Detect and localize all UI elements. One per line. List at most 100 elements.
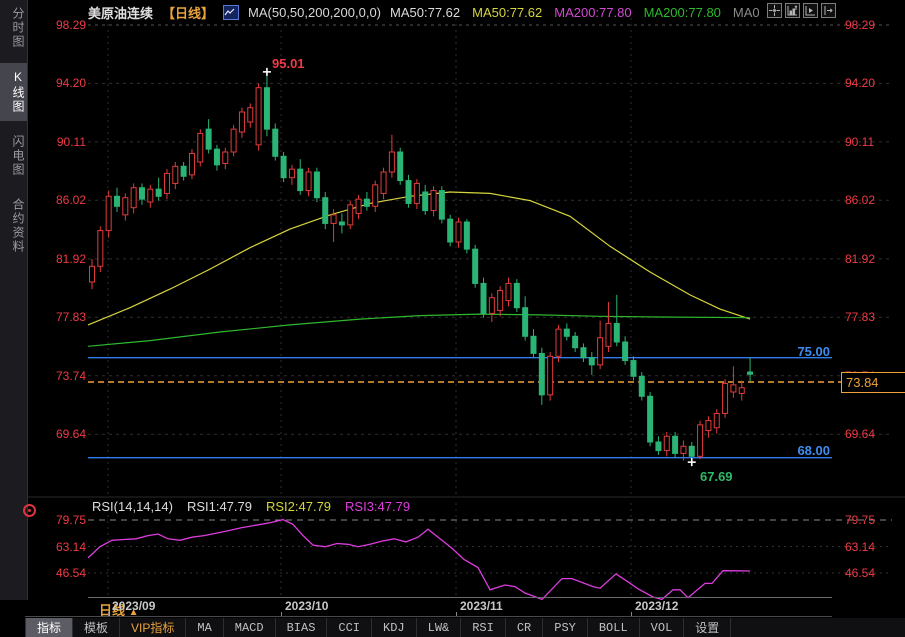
last-price-box: 73.84	[841, 372, 905, 393]
candle	[597, 337, 604, 366]
tab-设置[interactable]: 设置	[684, 618, 732, 637]
sidebar-item-view[interactable]: 闪电图	[11, 135, 25, 177]
period-selector[interactable]: 日线 ▲	[99, 600, 139, 619]
tab-cci[interactable]: CCI	[327, 618, 373, 637]
tab-kdj[interactable]: KDJ	[372, 618, 417, 637]
tab-macd[interactable]: MACD	[224, 618, 276, 637]
candle	[355, 198, 362, 214]
rsi-tick-label: 63.14	[55, 539, 86, 554]
tab-rsi[interactable]: RSI	[461, 618, 506, 637]
price-tick-label: 86.02	[845, 193, 876, 208]
candle	[388, 151, 395, 173]
candle	[622, 341, 629, 362]
price-tick-label: 81.92	[845, 251, 876, 266]
rsi-title: RSI(14,14,14)	[92, 499, 173, 514]
ma-values: MA50:77.62 MA50:77.62 MA200:77.80 MA200:77.…	[390, 5, 760, 20]
axis-separator-top	[88, 597, 832, 598]
tab-ma[interactable]: MA	[186, 618, 224, 637]
candle	[180, 165, 187, 177]
resistance-line-label: 75.00	[797, 344, 830, 359]
candle	[530, 335, 537, 354]
candle	[272, 128, 279, 157]
candle	[447, 218, 454, 243]
candle	[297, 168, 304, 192]
rsi-tick-label: 46.54	[845, 565, 876, 580]
period-selector-label: 日线	[99, 603, 126, 618]
price-tick-label: 86.02	[55, 193, 86, 208]
axis-tick	[631, 612, 632, 617]
indicator-tabbar: 指标 模板 VIP指标 MA MACD BIAS CCI KDJ LW& RSI CR PSY BOLL…	[25, 618, 905, 637]
sidebar-item-view[interactable]: 合约资料	[11, 198, 25, 254]
shift-right-icon[interactable]	[821, 3, 836, 18]
candle	[488, 297, 495, 314]
rsi3-value: RSI3:47.79	[345, 499, 411, 514]
candle	[330, 214, 337, 224]
candle	[322, 197, 329, 224]
chevron-up-icon: ▲	[128, 607, 139, 618]
candle	[738, 387, 745, 394]
crosshair-icon[interactable]	[767, 3, 782, 18]
tab-psy[interactable]: PSY	[543, 618, 588, 637]
candle	[113, 195, 120, 207]
candle	[613, 322, 620, 343]
candle	[697, 424, 704, 457]
candle	[588, 357, 595, 366]
axis-scale-icon[interactable]	[785, 3, 800, 18]
candle	[672, 435, 679, 454]
tab-boll[interactable]: BOLL	[588, 618, 640, 637]
candle	[713, 412, 720, 429]
candle	[413, 182, 420, 204]
candle	[680, 445, 687, 454]
rsi-tick-label: 79.75	[55, 513, 86, 527]
candle	[155, 188, 162, 197]
price-tick-label: 94.20	[55, 76, 86, 91]
ma-value-label: MA0	[732, 4, 760, 20]
candle	[255, 87, 262, 146]
candle	[372, 184, 379, 207]
price-tick-label: 94.20	[845, 76, 876, 91]
candle	[663, 435, 670, 452]
candle	[505, 282, 512, 302]
tab-bias[interactable]: BIAS	[276, 618, 328, 637]
tab-vip指标[interactable]: VIP指标	[120, 618, 187, 637]
month-label: 2023/10	[285, 599, 329, 613]
tab-模板[interactable]: 模板	[73, 618, 121, 637]
month-label: 2023/11	[460, 599, 503, 613]
period-tag: 【日线】	[162, 5, 215, 21]
candle	[205, 128, 212, 150]
candle	[97, 230, 104, 267]
tab-lw&[interactable]: LW&	[417, 618, 462, 637]
indicator-settings-icon[interactable]	[23, 504, 36, 517]
axis-separator-bottom	[25, 616, 832, 617]
axis-play-icon[interactable]	[803, 3, 818, 18]
price-tick-label: 90.11	[845, 134, 875, 149]
sidebar-item-view[interactable]: 分时图	[11, 7, 25, 49]
ma-value-label: MA50:77.62	[390, 4, 461, 20]
tab-指标[interactable]: 指标	[26, 618, 74, 637]
candle	[347, 204, 354, 226]
ma50-line	[87, 191, 751, 326]
month-label: 2023/09	[112, 599, 156, 613]
low-price-label: 67.69	[700, 469, 733, 484]
rsi-tick-label: 63.14	[845, 539, 876, 554]
tab-cr[interactable]: CR	[506, 618, 544, 637]
candle	[380, 171, 387, 194]
candle	[247, 107, 254, 123]
price-tick-label: 98.29	[845, 18, 876, 32]
rsi-header: RSI(14,14,14) RSI1:47.79 RSI2:47.79 RSI3…	[92, 499, 410, 514]
candle	[638, 375, 645, 397]
instrument-title: 美原油连续	[88, 5, 154, 21]
rsi2-value: RSI2:47.79	[265, 499, 332, 514]
sidebar: 分时图 K线图闪电图合约资料	[0, 0, 28, 600]
tab-vol[interactable]: VOL	[640, 618, 685, 637]
candle	[213, 148, 220, 166]
price-tick-label: 69.64	[55, 427, 86, 442]
sidebar-item-active[interactable]: K线图	[0, 63, 27, 121]
candle	[397, 151, 404, 182]
candle	[230, 128, 237, 153]
candle	[722, 382, 729, 414]
candle	[147, 188, 154, 203]
ma-settings-label: MA(50,50,200,200,0,0)	[248, 4, 382, 20]
